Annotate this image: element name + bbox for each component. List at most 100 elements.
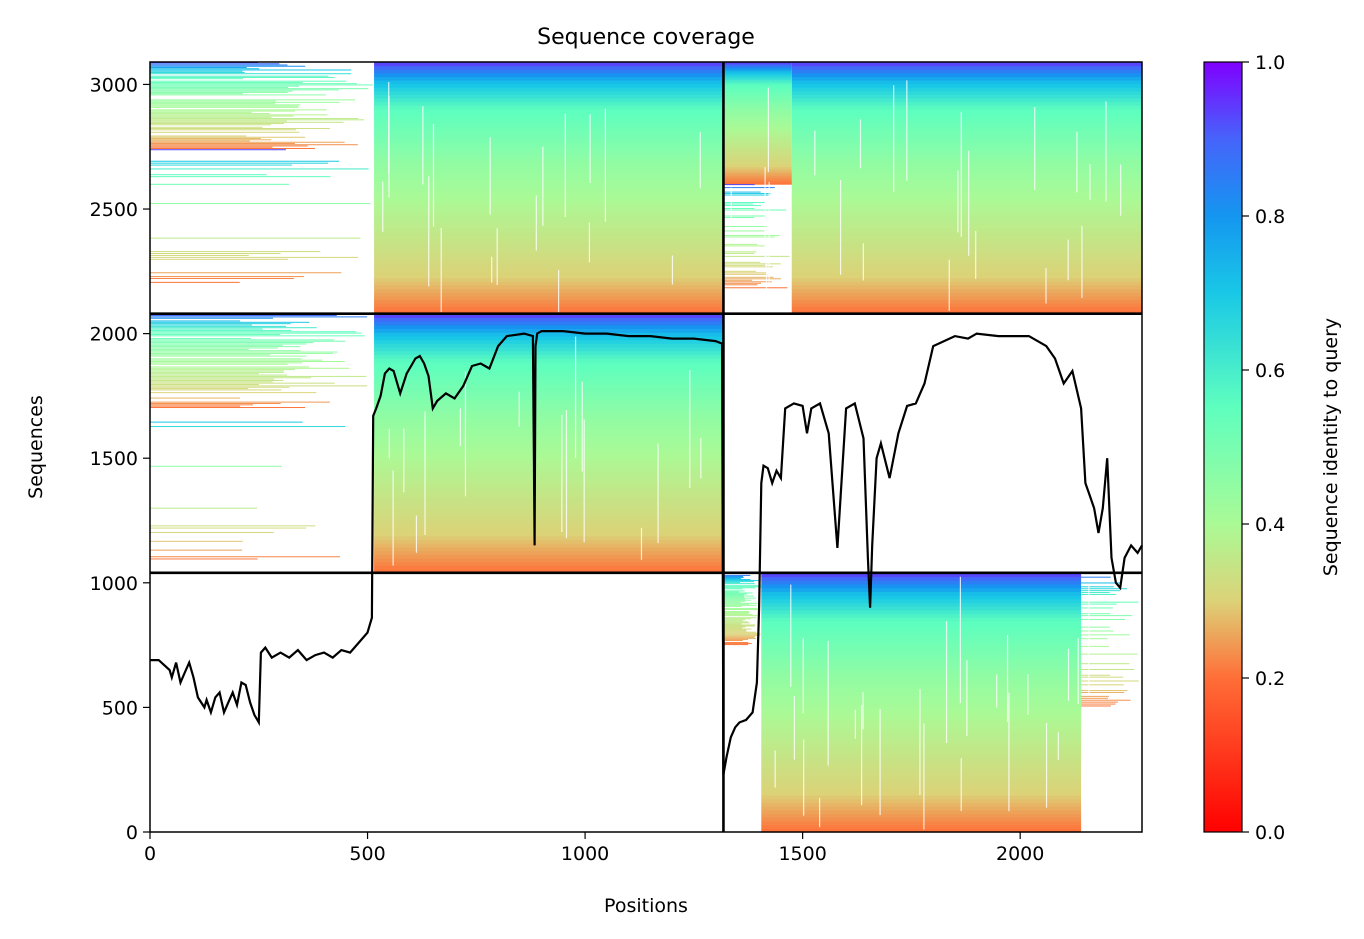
coverage-band [374, 458, 724, 463]
coverage-band [374, 446, 724, 452]
coverage-band [791, 295, 1142, 300]
coverage-band [723, 138, 792, 142]
coverage-band [374, 347, 724, 352]
coverage-band [374, 65, 724, 70]
coverage-band [791, 79, 1142, 85]
coverage-band [723, 588, 743, 590]
coverage-band [723, 79, 792, 82]
coverage-band [150, 556, 340, 558]
gap-streak [996, 674, 998, 708]
coverage-band [374, 424, 724, 430]
coverage-band [791, 292, 1142, 297]
coverage-band [1081, 590, 1120, 592]
coverage-band [150, 84, 373, 86]
coverage-band [374, 155, 724, 160]
coverage-band [723, 70, 792, 74]
coverage-band [723, 594, 744, 596]
coverage-band [374, 472, 724, 478]
coverage-band [374, 317, 724, 322]
coverage-band [150, 101, 340, 103]
coverage-band [374, 144, 724, 149]
coverage-band [723, 143, 792, 147]
coverage-band [374, 180, 724, 185]
coverage-band [150, 389, 282, 391]
coverage-band [374, 365, 724, 370]
coverage-band [723, 586, 762, 588]
coverage-band [150, 183, 290, 185]
y-tick-label: 0 [126, 822, 138, 844]
coverage-band [1081, 680, 1139, 682]
gap-streak [699, 131, 701, 189]
coverage-band [1081, 613, 1111, 615]
coverage-band [723, 135, 792, 138]
coverage-band [374, 535, 724, 541]
coverage-band [723, 117, 792, 121]
coverage-band [150, 103, 276, 105]
coverage-band [374, 332, 724, 337]
chart-title: Sequence coverage [537, 25, 755, 50]
coverage-band [1081, 603, 1117, 605]
gap-streak [959, 576, 962, 704]
coverage-band [791, 191, 1142, 196]
coverage-band [374, 550, 724, 555]
coverage-band [150, 362, 303, 364]
coverage-band [374, 248, 724, 254]
coverage-band [791, 72, 1142, 77]
coverage-band [150, 75, 329, 77]
coverage-band [723, 272, 767, 274]
coverage-band [150, 111, 252, 113]
coverage-band [791, 202, 1142, 207]
block-bottom-right-sparse [723, 574, 762, 646]
gap-streak [422, 106, 424, 185]
gap-streak [424, 411, 426, 535]
coverage-band [723, 194, 770, 196]
coverage-band [723, 110, 792, 114]
coverage-band [150, 426, 346, 428]
coverage-band [374, 184, 724, 189]
coverage-band [150, 392, 317, 394]
coverage-band [1081, 690, 1128, 692]
coverage-band [150, 401, 330, 403]
coverage-band [374, 384, 724, 389]
coverage-band [150, 139, 272, 141]
gap-streak [919, 689, 921, 796]
coverage-band [723, 621, 749, 623]
coverage-band [374, 350, 724, 356]
coverage-band [761, 717, 1082, 722]
coverage-band [374, 209, 724, 214]
coverage-band [761, 728, 1082, 733]
gap-streak [388, 428, 390, 459]
gap-streak [1088, 584, 1090, 694]
coverage-band [723, 628, 752, 630]
coverage-band [374, 245, 724, 250]
coverage-band [723, 164, 792, 168]
coverage-band [723, 173, 792, 176]
coverage-band [374, 191, 724, 196]
gap-streak [671, 255, 674, 285]
coverage-band [723, 264, 765, 266]
coverage-band [374, 173, 724, 178]
coverage-band [723, 157, 792, 161]
coverage-band [723, 625, 755, 627]
coverage-band [150, 104, 301, 106]
coverage-band [374, 532, 724, 537]
coverage-band [723, 124, 792, 128]
coverage-band [150, 78, 243, 80]
coverage-band [723, 266, 773, 268]
coverage-band [374, 369, 724, 374]
coverage-band [150, 94, 326, 96]
coverage-band [150, 381, 273, 383]
coverage-band [761, 572, 1082, 578]
coverage-band [761, 657, 1082, 663]
coverage-band [723, 644, 749, 646]
coverage-band [374, 195, 724, 200]
y-tick-label: 1500 [90, 448, 138, 470]
coverage-band [150, 124, 271, 126]
coverage-band [374, 213, 724, 218]
coverage-band [723, 607, 758, 609]
coverage-band [723, 215, 767, 217]
coverage-band [723, 177, 792, 180]
gap-streak [382, 181, 384, 232]
gap-streak [392, 470, 394, 566]
coverage-band [723, 602, 761, 604]
